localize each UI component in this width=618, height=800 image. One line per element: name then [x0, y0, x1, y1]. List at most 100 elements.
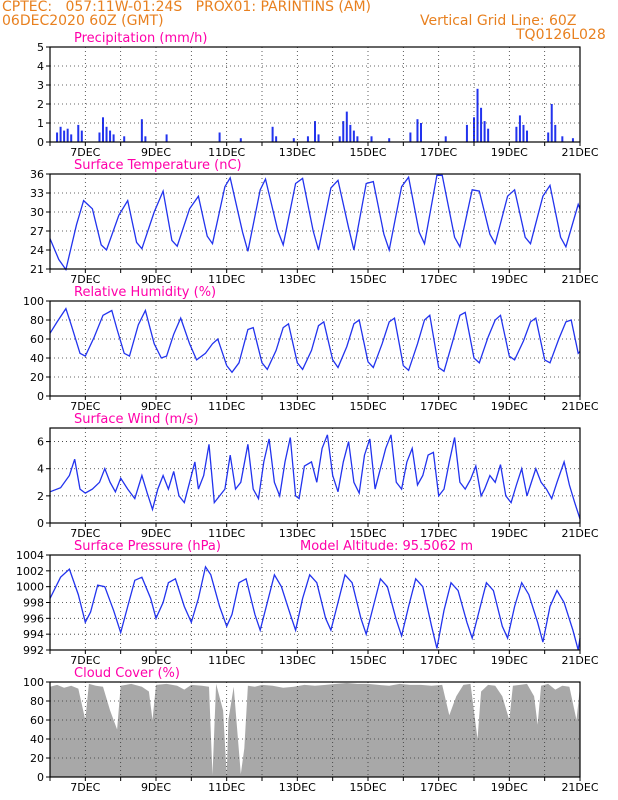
- cloud-xtick-label: 17DEC: [420, 781, 457, 794]
- precipitation-bar: [473, 117, 475, 142]
- temperature-frame: [49, 173, 581, 270]
- precipitation-bar: [370, 136, 373, 142]
- cloud-xtick-label: 15DEC: [349, 781, 386, 794]
- pressure-line: [49, 565, 581, 651]
- temperature-ytick-label: 33: [30, 187, 44, 200]
- pressure-ytick-label: 1000: [16, 581, 44, 594]
- precipitation-bar: [338, 136, 341, 142]
- precipitation-xtick-label: 11DEC: [208, 146, 245, 159]
- pressure-ytick-label: 1004: [16, 549, 44, 562]
- humidity-title: Relative Humidity (%): [74, 285, 216, 300]
- wind-ytick-label: 6: [37, 436, 44, 449]
- pressure-ytick-label: 998: [23, 597, 44, 610]
- cloud-frame: [49, 681, 581, 778]
- temperature-ytick-label: 21: [30, 263, 44, 276]
- cloud-ytick-label: 80: [30, 695, 44, 708]
- pressure-xtick-label: 11DEC: [208, 654, 245, 667]
- precipitation-bar: [349, 124, 352, 142]
- precipitation-xtick-label: 21DEC: [561, 146, 598, 159]
- precipitation-title: Precipitation (mm/h): [74, 31, 207, 46]
- precipitation-bar: [70, 134, 73, 142]
- pressure-ytick-label: 1002: [16, 565, 44, 578]
- precipitation-bar: [480, 107, 483, 142]
- cloud-xtick-label: 11DEC: [208, 781, 245, 794]
- wind-xtick-label: 7DEC: [70, 527, 100, 540]
- temperature-ytick-label: 36: [30, 168, 44, 181]
- precipitation-bar: [483, 121, 486, 142]
- temperature-xtick-label: 19DEC: [491, 273, 528, 286]
- precipitation-xtick-label: 7DEC: [70, 146, 100, 159]
- humidity-line: [49, 307, 581, 374]
- precipitation-bar: [444, 136, 447, 142]
- precipitation-bar: [317, 134, 320, 142]
- precipitation-ytick-label: 4: [37, 60, 44, 73]
- temperature-title: Surface Temperature (nC): [74, 158, 242, 173]
- precipitation-bar: [515, 126, 518, 142]
- precipitation-bar: [218, 132, 221, 142]
- wind-xtick-label: 17DEC: [420, 527, 457, 540]
- wind-xtick-label: 13DEC: [279, 527, 316, 540]
- precipitation-xtick-label: 9DEC: [141, 146, 171, 159]
- pressure-xtick-label: 17DEC: [420, 654, 457, 667]
- temperature-xtick-label: 9DEC: [141, 273, 171, 286]
- humidity-xtick-label: 9DEC: [141, 400, 171, 413]
- wind-title: Surface Wind (m/s): [74, 412, 198, 427]
- precipitation-bar: [165, 134, 168, 142]
- precipitation-frame: [49, 46, 581, 143]
- temperature-xtick-label: 11DEC: [208, 273, 245, 286]
- humidity-xtick-label: 13DEC: [279, 400, 316, 413]
- cloud-ytick-label: 20: [30, 752, 44, 765]
- precipitation-bar: [550, 104, 553, 142]
- precipitation-bar: [80, 130, 83, 142]
- pressure-frame: [49, 554, 581, 651]
- precipitation-bar: [476, 88, 479, 142]
- pressure-ytick-label: 996: [23, 612, 44, 625]
- wind-ytick-label: 0: [37, 517, 44, 530]
- temperature-line: [49, 174, 581, 272]
- precipitation-bar: [123, 136, 126, 142]
- wind-xtick-label: 15DEC: [349, 527, 386, 540]
- pressure-xtick-label: 21DEC: [561, 654, 598, 667]
- humidity-xtick-label: 17DEC: [420, 400, 457, 413]
- humidity-xtick-label: 19DEC: [491, 400, 528, 413]
- precipitation-bar: [144, 136, 147, 142]
- pressure-xtick-label: 7DEC: [70, 654, 100, 667]
- precipitation-ytick-label: 3: [37, 79, 44, 92]
- wind-xtick-label: 9DEC: [141, 527, 171, 540]
- wind-frame: [49, 427, 581, 524]
- precipitation-bar: [109, 130, 112, 142]
- precipitation-bar: [98, 132, 101, 142]
- cloud-xtick-label: 13DEC: [279, 781, 316, 794]
- pressure-ytick-label: 994: [23, 628, 44, 641]
- precipitation-bar: [66, 128, 69, 142]
- precipitation-xtick-label: 13DEC: [279, 146, 316, 159]
- header-grid-note: Vertical Grid Line: 60Z: [420, 13, 577, 29]
- precipitation-bar: [518, 115, 521, 142]
- humidity-xtick-label: 21DEC: [561, 400, 598, 413]
- precipitation-bar: [416, 119, 419, 142]
- cloud-ytick-label: 40: [30, 733, 44, 746]
- precipitation-bar: [571, 138, 574, 142]
- precipitation-bar: [561, 136, 564, 142]
- temperature-xtick-label: 13DEC: [279, 273, 316, 286]
- precipitation-bar: [140, 119, 143, 142]
- precipitation-bar: [352, 130, 355, 142]
- precipitation-ytick-label: 2: [37, 98, 44, 111]
- precipitation-bar: [239, 138, 242, 142]
- precipitation-bar: [105, 126, 108, 142]
- pressure-annotation: Model Altitude: 95.5062 m: [300, 539, 473, 554]
- header-date: 06DEC2020 60Z (GMT): [2, 13, 164, 29]
- pressure-ytick-label: 992: [23, 644, 44, 657]
- humidity-ytick-label: 40: [30, 352, 44, 365]
- precipitation-bar: [388, 138, 391, 142]
- cloud-xtick-label: 21DEC: [561, 781, 598, 794]
- precipitation-bar: [63, 130, 66, 142]
- pressure-xtick-label: 19DEC: [491, 654, 528, 667]
- precipitation-bar: [420, 123, 422, 142]
- precipitation-bar: [275, 136, 278, 142]
- wind-xtick-label: 21DEC: [561, 527, 598, 540]
- precipitation-bar: [526, 130, 528, 142]
- precipitation-bar: [356, 136, 359, 142]
- humidity-ytick-label: 100: [23, 295, 44, 308]
